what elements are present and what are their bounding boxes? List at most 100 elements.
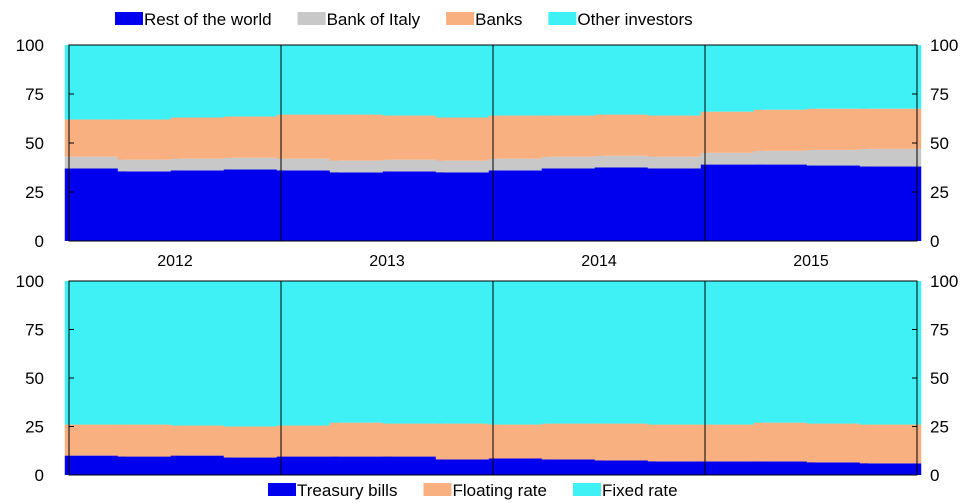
bar-segment bbox=[117, 171, 180, 241]
legend-swatch bbox=[297, 12, 326, 25]
bar-segment bbox=[753, 422, 816, 462]
bar-segment bbox=[117, 281, 180, 425]
bar-segment bbox=[382, 171, 445, 241]
y-tick-label-left: 75 bbox=[25, 321, 44, 340]
bar-segment bbox=[64, 168, 127, 241]
bar-segment bbox=[541, 423, 604, 460]
bar-segment bbox=[647, 115, 710, 157]
bar-segment bbox=[382, 115, 445, 160]
bar-segment bbox=[700, 152, 763, 165]
group-label: 2014 bbox=[581, 253, 617, 270]
bar-segment bbox=[329, 45, 392, 115]
group-label: 2013 bbox=[369, 253, 405, 270]
y-tick-label-right: 50 bbox=[930, 369, 949, 388]
y-tick-label-left: 100 bbox=[16, 272, 44, 291]
bar-segment bbox=[488, 170, 551, 241]
bar-segment bbox=[541, 156, 604, 169]
bar-segment bbox=[223, 116, 286, 158]
legend-label: Bank of Italy bbox=[327, 10, 421, 29]
group-label: 2015 bbox=[793, 253, 829, 270]
bar-segment bbox=[700, 111, 763, 153]
bar-segment bbox=[382, 423, 445, 457]
legend-swatch bbox=[115, 12, 143, 25]
bar-segment bbox=[276, 114, 339, 159]
legend-label: Rest of the world bbox=[144, 10, 272, 29]
legend-label: Floating rate bbox=[452, 481, 547, 500]
y-tick-label-left: 0 bbox=[35, 466, 44, 485]
bar-segment bbox=[64, 281, 127, 425]
y-tick-label-left: 25 bbox=[25, 418, 44, 437]
legend-label: Other investors bbox=[577, 10, 692, 29]
bar-segment bbox=[541, 281, 604, 424]
bar-segment bbox=[117, 456, 180, 475]
y-tick-label-right: 25 bbox=[930, 418, 949, 437]
bar-segment bbox=[488, 281, 551, 425]
bar-segment bbox=[223, 45, 286, 117]
bar-segment bbox=[329, 456, 392, 475]
y-tick-label-left: 50 bbox=[25, 134, 44, 153]
bar-segment bbox=[64, 119, 127, 157]
bar-segment bbox=[64, 455, 127, 475]
bar-segment bbox=[488, 158, 551, 171]
bar-segment bbox=[170, 117, 233, 159]
bar-segment bbox=[276, 170, 339, 241]
bar-segment bbox=[541, 459, 604, 475]
bar-segment bbox=[117, 45, 180, 120]
bar-segment bbox=[541, 168, 604, 241]
bar-segment bbox=[170, 158, 233, 171]
bar-segment bbox=[859, 166, 922, 241]
bar-segment bbox=[276, 158, 339, 171]
bar-segment bbox=[647, 168, 710, 241]
bar-segment bbox=[806, 108, 869, 150]
bar-segment bbox=[276, 456, 339, 475]
bar-segment bbox=[329, 172, 392, 241]
bar-segment bbox=[700, 424, 763, 462]
bar-segment bbox=[329, 281, 392, 423]
bar-segment bbox=[170, 455, 233, 475]
y-tick-label-right: 0 bbox=[930, 232, 939, 251]
bar-segment bbox=[329, 114, 392, 161]
bar-segment bbox=[806, 165, 869, 241]
bar-segment bbox=[753, 461, 816, 475]
y-tick-label-left: 100 bbox=[16, 36, 44, 55]
bar-segment bbox=[594, 114, 657, 156]
bar-segment bbox=[117, 424, 180, 457]
legend-swatch bbox=[268, 483, 296, 496]
bar-segment bbox=[382, 159, 445, 172]
legend-label: Banks bbox=[475, 10, 522, 29]
bar-segment bbox=[541, 115, 604, 157]
bar-segment bbox=[382, 45, 445, 116]
y-tick-label-left: 50 bbox=[25, 369, 44, 388]
bar-segment bbox=[64, 45, 127, 120]
bar-segment bbox=[753, 109, 816, 151]
y-tick-label-left: 25 bbox=[25, 183, 44, 202]
bar-segment bbox=[170, 281, 233, 426]
bar-segment bbox=[700, 281, 763, 425]
legend-swatch bbox=[548, 12, 577, 25]
bar-segment bbox=[117, 159, 180, 172]
legend-label: Treasury bills bbox=[297, 481, 397, 500]
legend-2: Treasury bills Floating rate Fixed rate bbox=[268, 481, 678, 500]
legend-swatch bbox=[572, 483, 601, 496]
bar-segment bbox=[859, 424, 922, 464]
bar-segment bbox=[647, 281, 710, 425]
y-tick-label-right: 25 bbox=[930, 183, 949, 202]
bar-segment bbox=[276, 425, 339, 457]
bar-segment bbox=[806, 462, 869, 475]
bar-segment bbox=[223, 157, 286, 170]
y-tick-label-right: 100 bbox=[930, 36, 958, 55]
bar-segment bbox=[647, 424, 710, 462]
bar-segment bbox=[488, 45, 551, 116]
bar-segment bbox=[170, 45, 233, 118]
bar-segment bbox=[859, 148, 922, 167]
bar-segment bbox=[329, 160, 392, 173]
y-tick-label-right: 50 bbox=[930, 134, 949, 153]
bar-segment bbox=[594, 167, 657, 241]
bar-segment bbox=[488, 115, 551, 159]
bar-segment bbox=[647, 45, 710, 116]
bar-segment bbox=[170, 170, 233, 241]
y-tick-label-right: 0 bbox=[930, 466, 939, 485]
chart-panel-1: 0 0 25 25 50 50 75 75 100 100 2012 2013 2014 2015 Rest… bbox=[16, 10, 959, 270]
bar-segment bbox=[700, 164, 763, 241]
